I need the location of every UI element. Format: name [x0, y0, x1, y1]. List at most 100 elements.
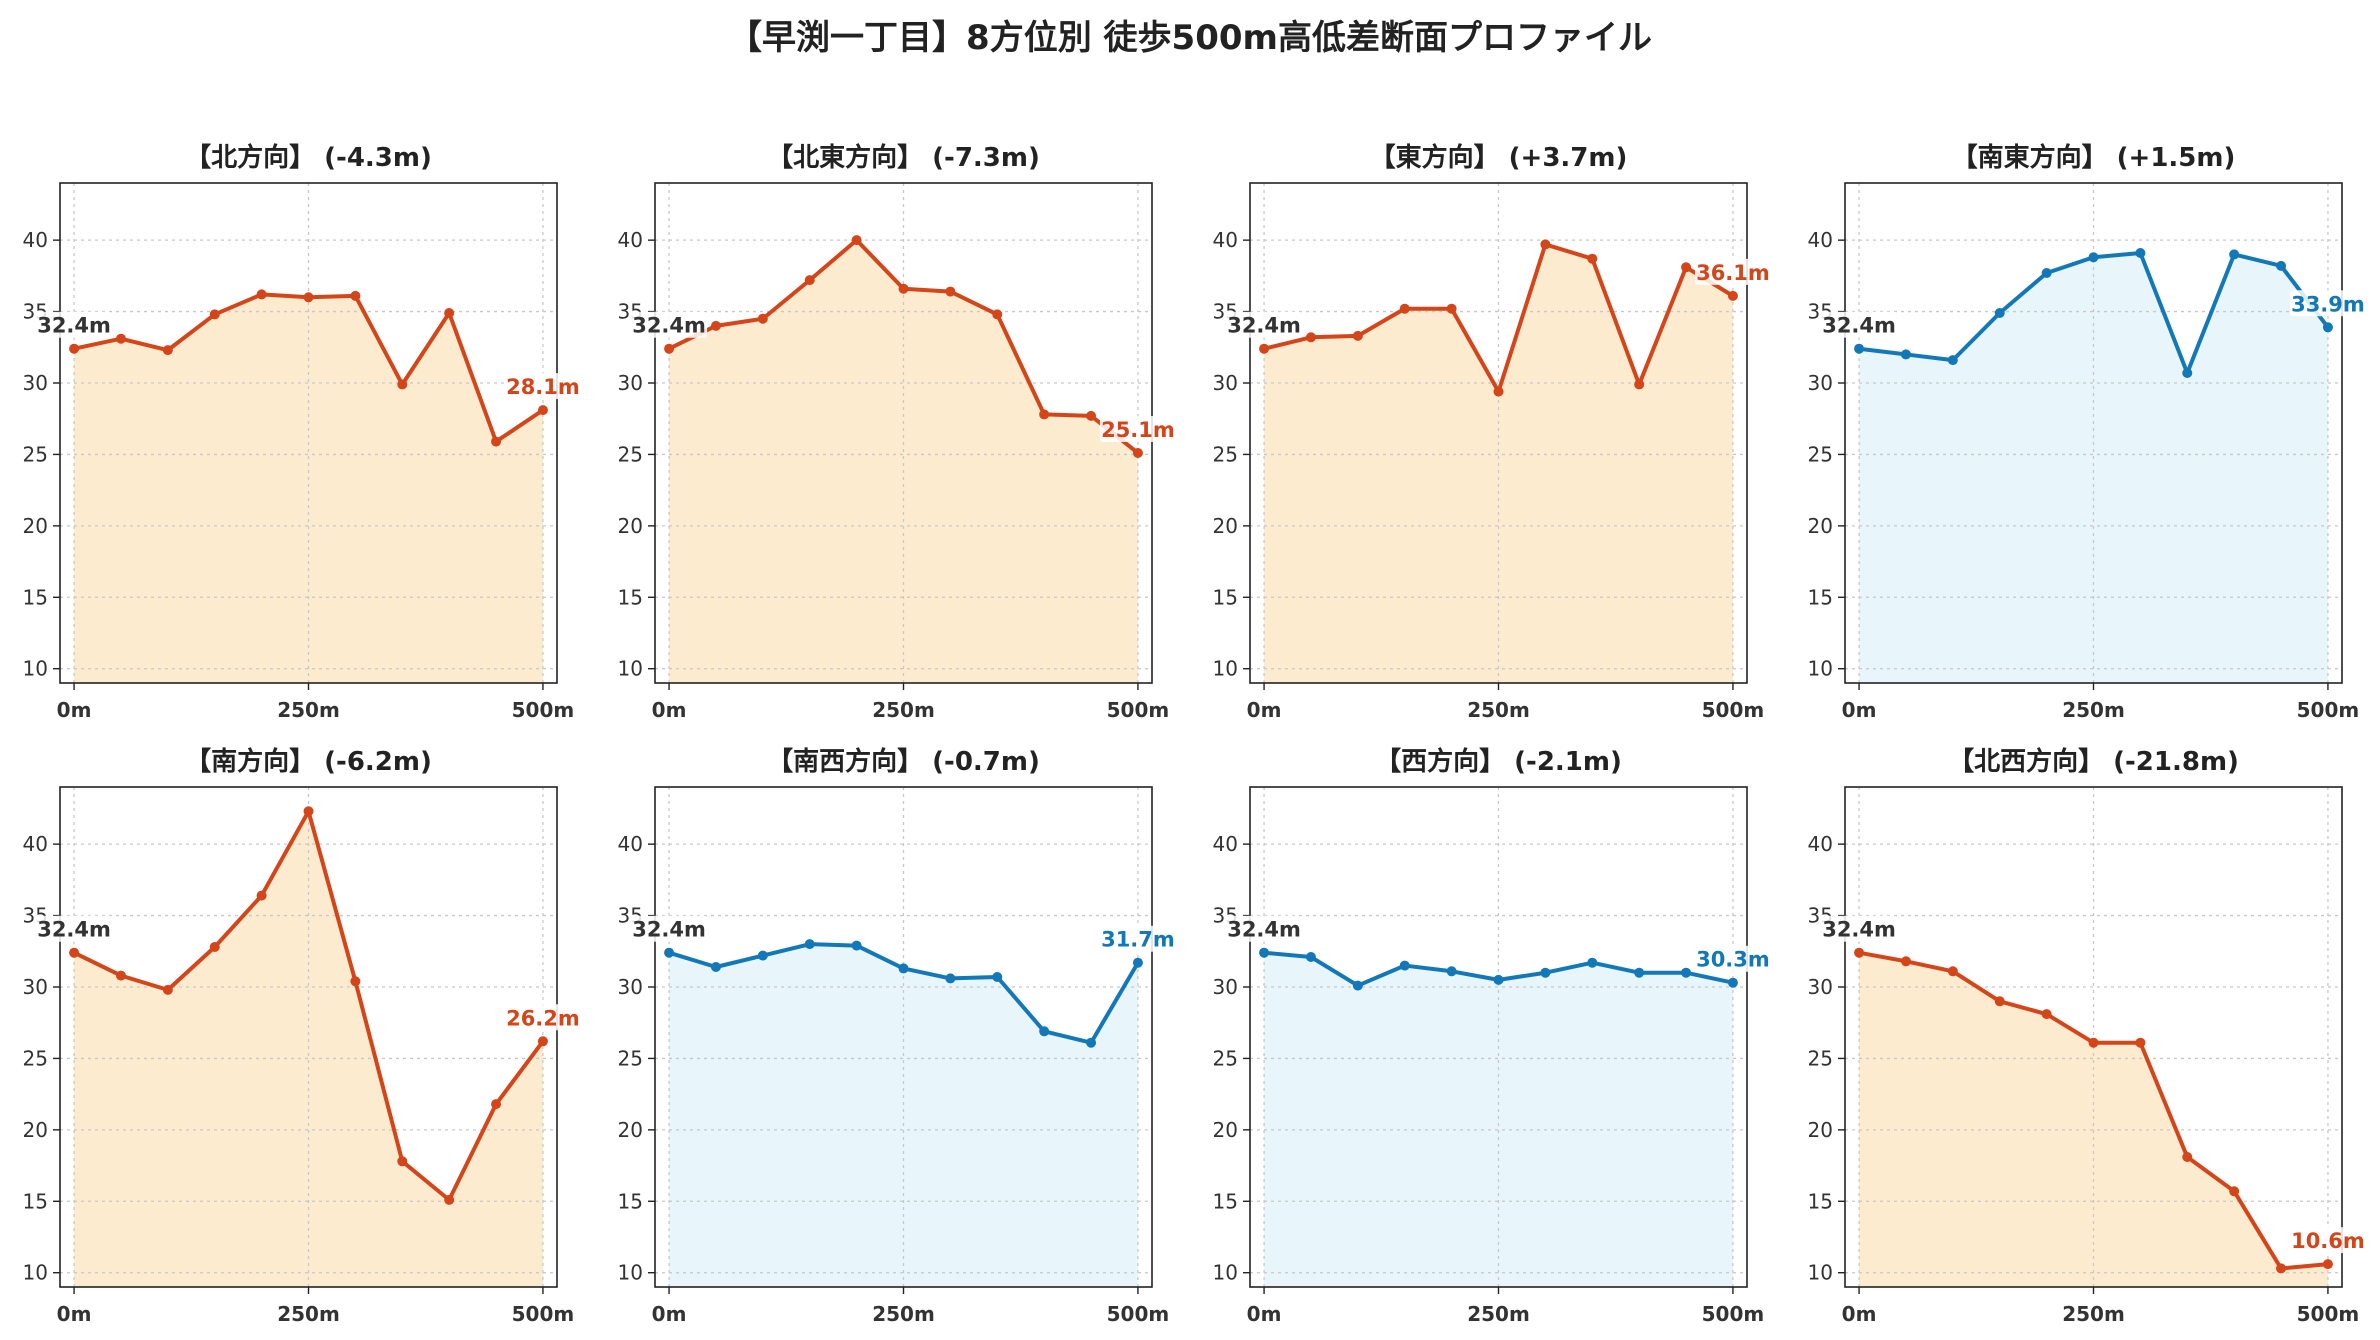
data-point — [1587, 957, 1598, 968]
end-label-bg — [1099, 416, 1176, 442]
start-label: 32.4m — [1822, 314, 1896, 338]
start-label-bg — [36, 311, 113, 338]
y-tick-label: 15 — [1213, 1189, 1238, 1213]
data-point — [2088, 252, 2099, 263]
profile-fill — [74, 811, 543, 1287]
data-point — [256, 289, 267, 300]
data-point — [898, 283, 909, 294]
end-label-bg — [504, 1004, 581, 1031]
x-tick-label: 250m — [2062, 698, 2125, 722]
data-point — [2229, 1186, 2240, 1197]
data-point — [1446, 966, 1457, 977]
data-point — [69, 343, 80, 354]
start-label: 32.4m — [37, 314, 111, 338]
data-point — [1132, 957, 1143, 968]
start-label-bg — [631, 311, 708, 338]
x-tick-label: 500m — [1702, 698, 1765, 722]
y-tick-label: 10 — [1808, 1261, 1833, 1285]
y-tick-label: 10 — [23, 657, 48, 681]
y-tick-label: 20 — [1213, 514, 1238, 538]
data-point — [2182, 1152, 2193, 1162]
x-tick-label: 500m — [512, 1302, 575, 1326]
data-point — [1086, 1037, 1097, 1048]
data-point — [2088, 1037, 2099, 1048]
data-point — [1259, 947, 1270, 958]
start-label-bg — [36, 915, 113, 942]
y-tick-label: 40 — [1808, 228, 1833, 252]
data-point — [115, 333, 126, 344]
y-tick-label: 15 — [618, 1189, 643, 1213]
data-point — [256, 890, 267, 901]
panel-title: 【北西方向】 (-21.8m) — [1948, 746, 2239, 777]
end-label: 25.1m — [1101, 418, 1175, 442]
y-tick-label: 30 — [1213, 975, 1238, 999]
y-tick-label: 20 — [23, 514, 48, 538]
data-point — [1900, 349, 1911, 360]
x-tick-label: 0m — [652, 698, 687, 722]
x-tick-label: 500m — [2297, 1302, 2360, 1326]
y-tick-label: 40 — [618, 832, 643, 856]
data-point — [537, 1036, 548, 1047]
y-tick-label: 15 — [23, 1189, 48, 1213]
y-tick-label: 15 — [618, 585, 643, 609]
y-tick-label: 30 — [618, 371, 643, 395]
y-tick-label: 15 — [1808, 585, 1833, 609]
data-point — [1086, 410, 1097, 421]
start-label-bg — [1821, 311, 1898, 338]
y-tick-label: 20 — [23, 1118, 48, 1142]
data-point — [2182, 368, 2193, 378]
y-tick-label: 10 — [618, 657, 643, 681]
data-point — [992, 309, 1003, 320]
data-point — [1587, 253, 1598, 264]
data-point — [69, 947, 80, 958]
data-point — [1259, 343, 1270, 354]
panel-title: 【北東方向】 (-7.3m) — [767, 142, 1040, 173]
y-tick-label: 20 — [1808, 1118, 1833, 1142]
end-label-bg — [2289, 1227, 2366, 1254]
data-point — [1947, 966, 1958, 977]
data-point — [945, 286, 956, 297]
y-tick-label: 25 — [618, 1046, 643, 1070]
start-label: 32.4m — [37, 918, 111, 942]
x-tick-label: 500m — [1107, 698, 1170, 722]
start-label-bg — [1821, 915, 1898, 942]
data-point — [710, 320, 721, 331]
start-label: 32.4m — [632, 314, 706, 338]
y-tick-label: 15 — [23, 585, 48, 609]
data-point — [1947, 355, 1958, 366]
x-tick-label: 250m — [277, 698, 340, 722]
end-label: 31.7m — [1101, 928, 1175, 952]
end-label: 28.1m — [506, 375, 580, 399]
end-label-bg — [2289, 290, 2366, 317]
data-point — [1900, 956, 1911, 967]
data-point — [444, 308, 455, 318]
x-tick-label: 0m — [1247, 1302, 1282, 1326]
x-tick-label: 250m — [277, 1302, 340, 1326]
y-tick-label: 30 — [23, 975, 48, 999]
panel-title: 【東方向】 (+3.7m) — [1370, 142, 1628, 173]
data-point — [162, 345, 173, 356]
x-tick-label: 250m — [1467, 1302, 1530, 1326]
data-point — [1352, 980, 1363, 991]
profile-fill — [1859, 952, 2328, 1287]
y-tick-label: 10 — [1213, 1261, 1238, 1285]
y-tick-label: 25 — [23, 1046, 48, 1070]
data-point — [804, 939, 815, 950]
start-label-bg — [1226, 915, 1303, 942]
data-point — [1493, 386, 1504, 397]
y-tick-label: 20 — [1213, 1118, 1238, 1142]
data-point — [851, 235, 862, 246]
data-point — [491, 1099, 502, 1110]
data-point — [1681, 262, 1692, 273]
end-label: 33.9m — [2291, 292, 2365, 316]
data-point — [1352, 330, 1363, 341]
y-tick-label: 25 — [23, 442, 48, 466]
y-tick-label: 10 — [1808, 657, 1833, 681]
data-point — [1681, 967, 1692, 978]
data-point — [945, 973, 956, 984]
start-label: 32.4m — [1227, 314, 1301, 338]
data-point — [1854, 343, 1865, 354]
